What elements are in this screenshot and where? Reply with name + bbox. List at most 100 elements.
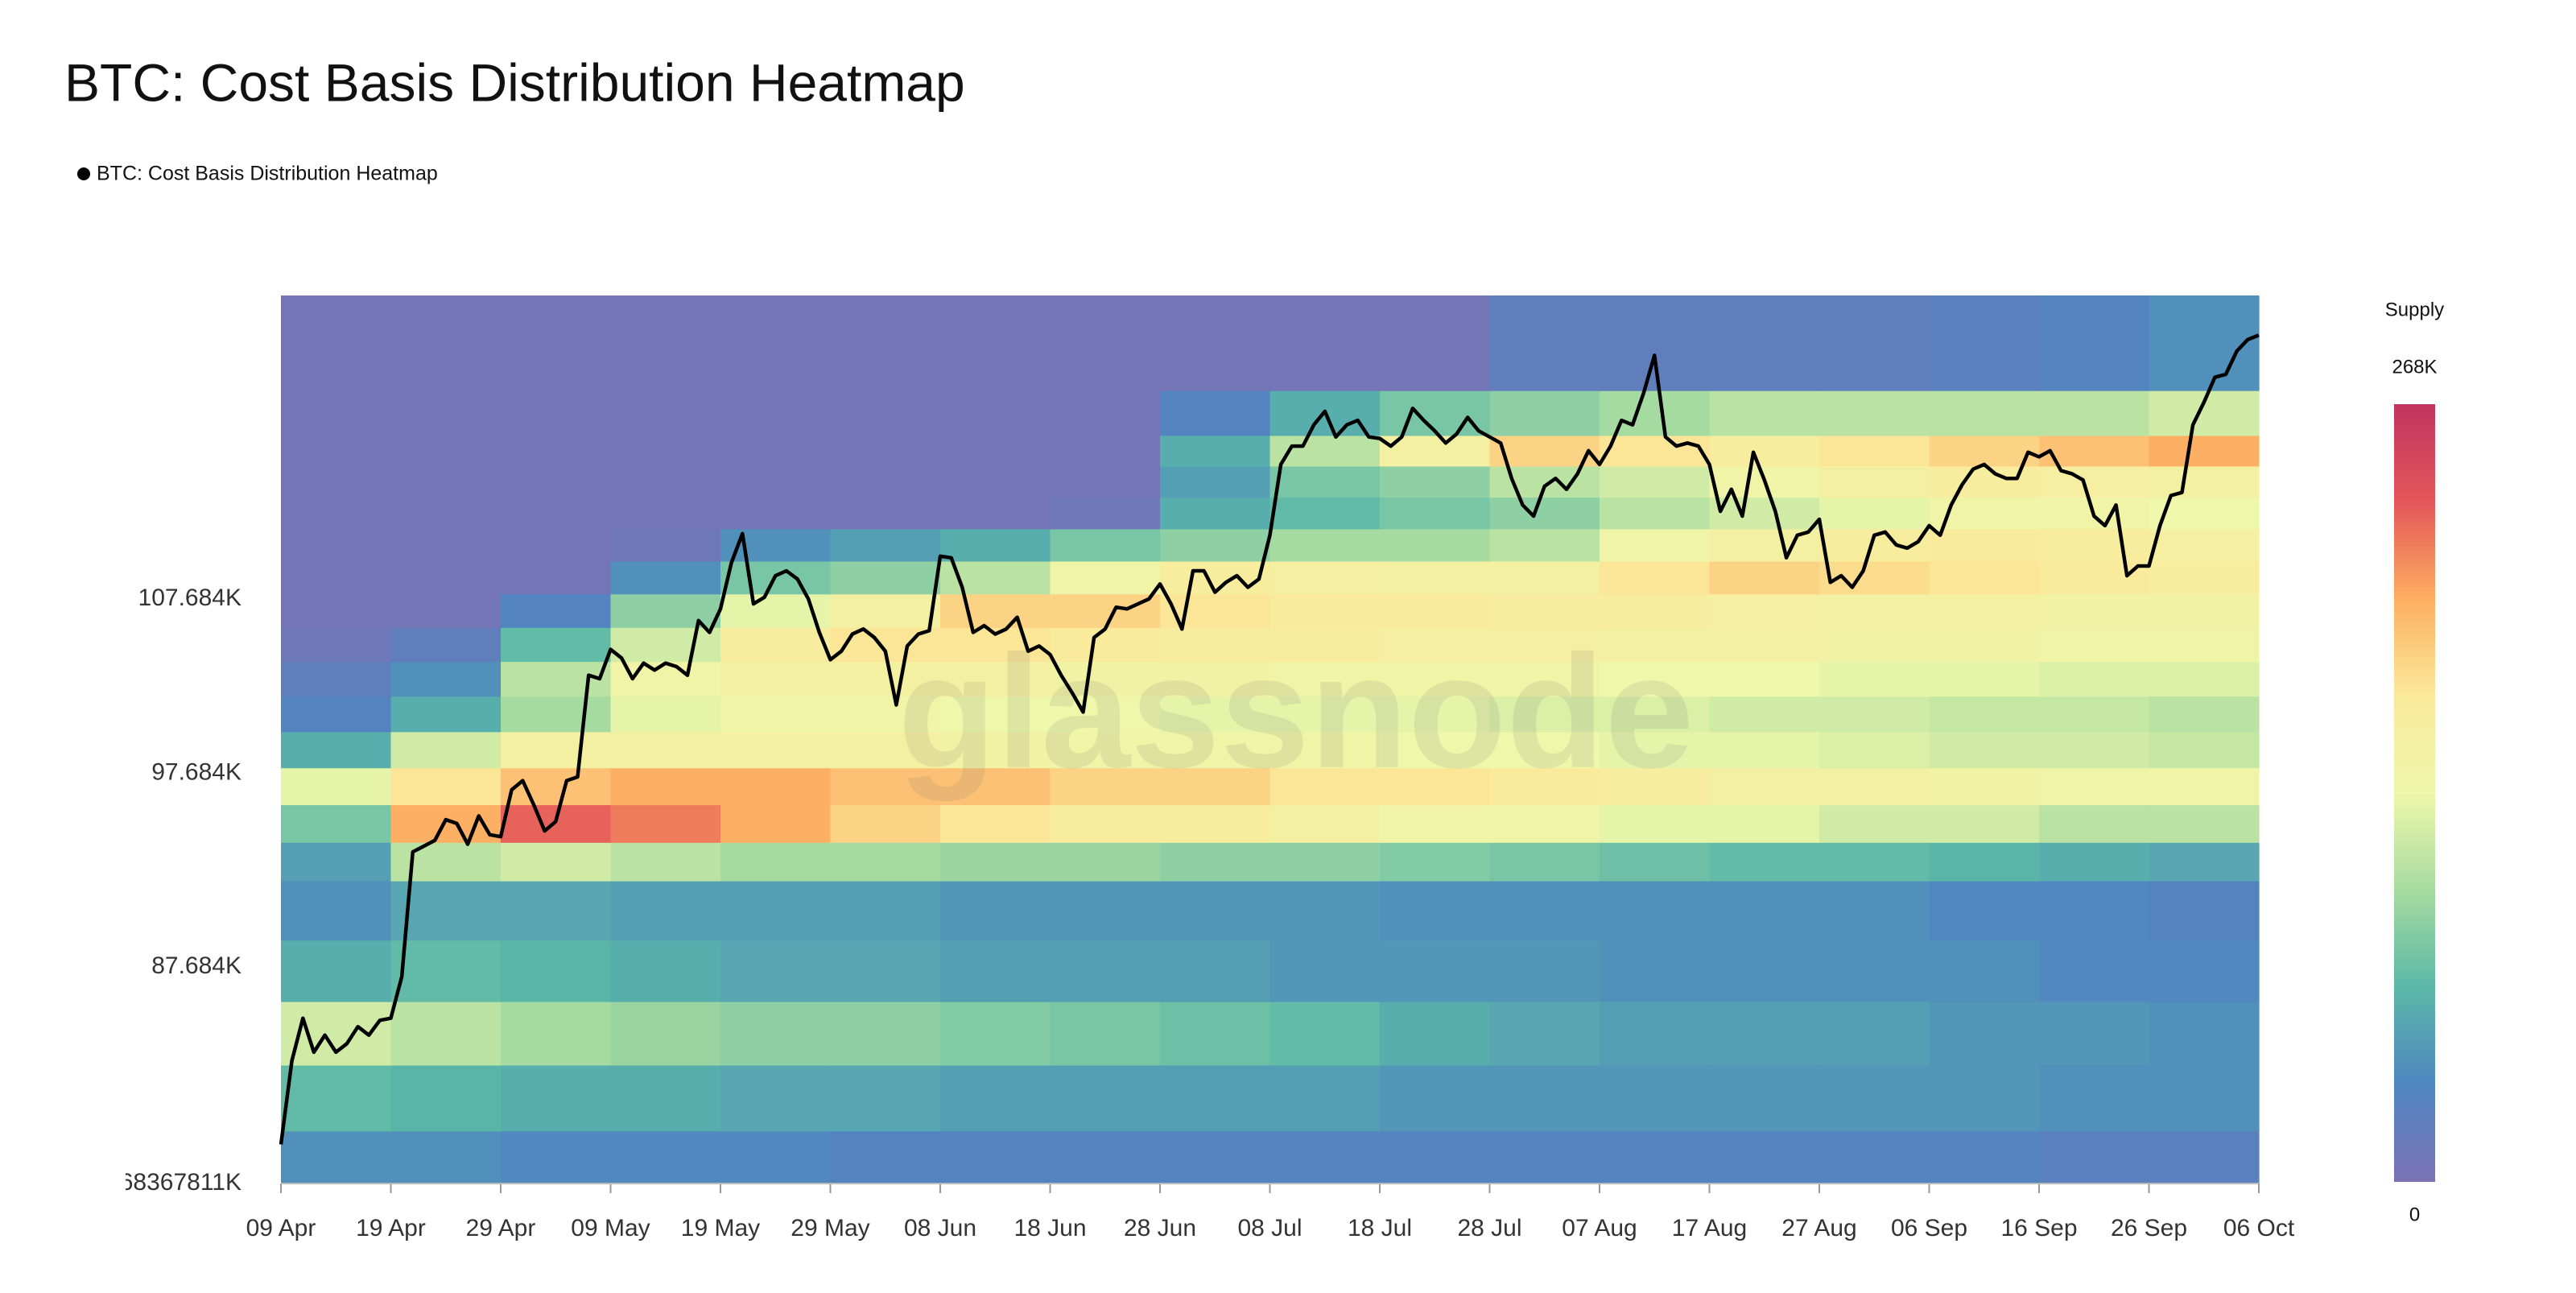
x-tick-label: 08 Jun [904, 1215, 976, 1241]
heatmap-cell [1709, 842, 1820, 882]
x-tick-label: 17 Aug [1672, 1215, 1747, 1241]
heatmap-cell [1600, 842, 1711, 882]
heatmap-cell [940, 465, 1051, 498]
heatmap-cell [610, 1130, 721, 1184]
heatmap-cell [830, 881, 941, 941]
heatmap-cell [1600, 696, 1711, 733]
heatmap-cell [1160, 696, 1271, 733]
heatmap-cell [1600, 1001, 1711, 1066]
heatmap-cell [1819, 1064, 1930, 1132]
heatmap-cell [1380, 696, 1491, 733]
heatmap-cell [2039, 767, 2150, 806]
heatmap-cell [390, 497, 502, 530]
heatmap-cell [610, 390, 721, 436]
heatmap-cell [1050, 593, 1161, 628]
heatmap-cell [1600, 497, 1711, 530]
x-tick-label: 09 Apr [246, 1215, 316, 1241]
heatmap-cell [1050, 627, 1161, 663]
heatmap-cell [830, 804, 941, 843]
heatmap-cell [1050, 842, 1161, 882]
x-tick-label: 28 Jun [1124, 1215, 1196, 1241]
heatmap-cell [501, 560, 612, 595]
heatmap-cell [940, 593, 1051, 628]
heatmap-cell [2149, 940, 2260, 1002]
heatmap-cell [1380, 465, 1491, 498]
heatmap-cell [1929, 804, 2040, 843]
heatmap-cell [281, 465, 392, 498]
heatmap-cell [2039, 1130, 2150, 1184]
heatmap-cell [1269, 731, 1381, 769]
heatmap-cell [501, 842, 612, 882]
heatmap-cell [1269, 881, 1381, 941]
heatmap-cell [1269, 528, 1381, 562]
heatmap-cell [501, 1130, 612, 1184]
heatmap-cell [281, 881, 392, 941]
heatmap-cell [1709, 497, 1820, 530]
heatmap-cell [2039, 661, 2150, 697]
heatmap-cell [610, 731, 721, 769]
heatmap-cell [830, 842, 941, 882]
heatmap-cell [1050, 881, 1161, 941]
heatmap-cell [720, 661, 832, 697]
heatmap-cell [1819, 1001, 1930, 1066]
x-tick-label: 19 Apr [356, 1215, 426, 1241]
heatmap-cell [1709, 940, 1820, 1002]
heatmap-cell [1489, 842, 1600, 882]
heatmap-cell [1709, 1001, 1820, 1066]
heatmap-cell [1050, 940, 1161, 1002]
colorbar-scale [2394, 404, 2435, 1182]
heatmap-cell [1050, 696, 1161, 733]
heatmap-cell [1050, 295, 1161, 391]
heatmap-cell [1160, 528, 1271, 562]
heatmap-cell [1489, 804, 1600, 843]
heatmap-cell [1600, 881, 1711, 941]
heatmap-cell [940, 390, 1051, 436]
heatmap-cell [1709, 731, 1820, 769]
heatmap-cell [2149, 560, 2260, 595]
heatmap-cell [1929, 1001, 2040, 1066]
heatmap-cell [1489, 1001, 1600, 1066]
heatmap-cell [2149, 767, 2260, 806]
heatmap-cell [610, 881, 721, 941]
heatmap-cell [1709, 696, 1820, 733]
heatmap-cell [720, 940, 832, 1002]
heatmap-cell [281, 804, 392, 843]
heatmap-cell [1929, 767, 2040, 806]
heatmap-cell [1819, 696, 1930, 733]
heatmap-cell [281, 497, 392, 530]
heatmap-cell [940, 295, 1051, 391]
y-tick-label: 87.684K [151, 952, 242, 979]
heatmap-cell [2039, 1064, 2150, 1132]
heatmap-cell [1709, 881, 1820, 941]
watermark: glassnode [898, 622, 1694, 802]
heatmap-cell [1600, 940, 1711, 1002]
heatmap-cell [1380, 560, 1491, 595]
heatmap-cell [1819, 390, 1930, 436]
heatmap-cell [2039, 627, 2150, 663]
heatmap-cell [2149, 465, 2260, 498]
heatmap-cell [1929, 560, 2040, 595]
heatmap-cell [1269, 1130, 1381, 1184]
heatmap-cell [940, 1001, 1051, 1066]
heatmap-cell [1160, 881, 1271, 941]
heatmap-cell [1929, 881, 2040, 941]
heatmap-cell [1269, 593, 1381, 628]
heatmap-cell [501, 593, 612, 628]
heatmap-cell [610, 593, 721, 628]
x-tick-label: 26 Sep [2111, 1215, 2187, 1241]
heatmap-cell [720, 731, 832, 769]
heatmap-cell [281, 767, 392, 806]
heatmap-cell [1600, 435, 1711, 467]
heatmap-cell [940, 881, 1051, 941]
heatmap-cell [830, 528, 941, 562]
heatmap-cell [501, 804, 612, 843]
heatmap-cell [720, 842, 832, 882]
legend-label: BTC: Cost Basis Distribution Heatmap [97, 163, 438, 185]
heatmap-cell [1929, 940, 2040, 1002]
heatmap-cell [1380, 767, 1491, 806]
heatmap-cell [1489, 295, 1600, 391]
heatmap-cell [1489, 661, 1600, 697]
heatmap-cell [940, 767, 1051, 806]
heatmap-cell [940, 940, 1051, 1002]
heatmap-cell [1380, 593, 1491, 628]
